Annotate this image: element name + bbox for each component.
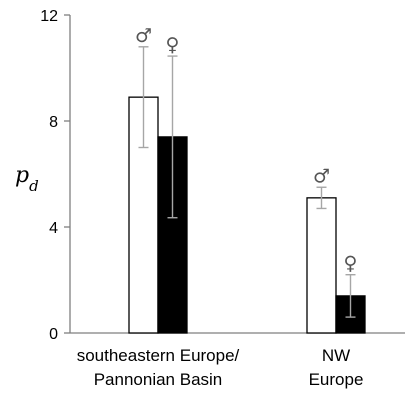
sex-symbol: ♀ (344, 253, 358, 275)
sex-symbol: ♂ (135, 25, 152, 47)
sex-symbol: ♂ (313, 165, 330, 187)
labels: 0 4 8 12 pd southeastern Europe/Pannonian Bas… (15, 8, 363, 389)
category-label: Europe (309, 370, 364, 389)
error-bars (138, 46, 356, 318)
y-axis-label: pd (15, 163, 39, 195)
y-axis-label-subscript: d (29, 177, 39, 195)
category-label: NW (322, 346, 350, 365)
axes (64, 14, 405, 334)
y-tick-label: 4 (49, 220, 58, 237)
sex-symbols: ♂ ♂ ♀ ♀ (135, 25, 357, 275)
category-label: southeastern Europe/ (77, 346, 240, 365)
category-label: Pannonian Basin (94, 370, 223, 389)
y-tick-label: 12 (40, 8, 58, 25)
bars (128, 96, 366, 334)
bar (306, 197, 337, 334)
y-tick-label: 0 (49, 326, 58, 343)
y-tick-label: 8 (49, 114, 58, 131)
sex-symbol: ♀ (166, 34, 180, 56)
